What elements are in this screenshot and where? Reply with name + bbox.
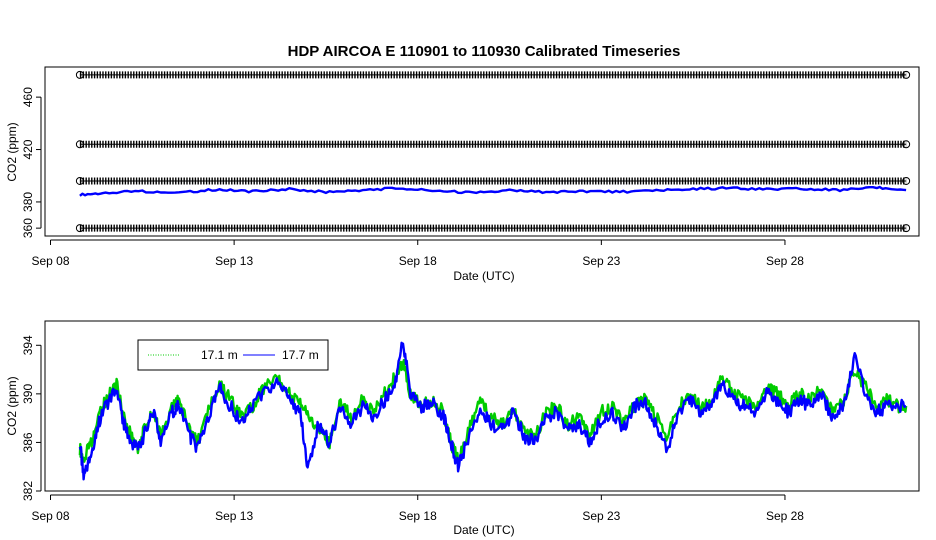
chart-title: HDP AIRCOA E 110901 to 110930 Calibrated… [288,43,681,60]
top-panel-y-axis: 360 380 420 460 [21,87,42,238]
legend-box [137,339,329,371]
top-panel-x-tick-label: Sep 13 [215,254,253,268]
legend-label-17-7m: 17.7 m [282,348,319,362]
bottom-panel-x-tick-label: Sep 28 [766,509,804,523]
bottom-panel-series-17-7-m [78,341,907,481]
top-panel-points [75,70,911,233]
bottom-panel-y-tick-label: 386 [21,432,35,452]
bottom-panel-y-axis: 382 386 390 394 [21,335,42,501]
top-panel-y-tick-label: 420 [21,139,35,159]
top-panel-y-axis-label: CO2 (ppm) [5,122,19,181]
bottom-panel-series-17-1-m [78,358,908,464]
top-panel-frame [44,66,920,237]
top-panel-x-axis-label: Date (UTC) [453,269,514,283]
bottom-panel-x-tick-label: Sep 23 [582,509,620,523]
bottom-panel-x-tick-label: Sep 18 [399,509,437,523]
bottom-panel-y-tick-label: 382 [21,481,35,501]
top-panel-x-axis: Sep 08 Sep 13 Sep 18 Sep 23 Sep 28 [31,239,804,268]
legend: 17.1 m 17.7 m [137,339,329,371]
top-panel-y-tick-label: 360 [21,218,35,238]
top-panel-x-tick-label: Sep 08 [31,254,69,268]
calibration-point [902,224,911,233]
bottom-panel-series [78,341,908,481]
calibration-point [902,70,911,79]
top-panel-x-tick-label: Sep 28 [766,254,804,268]
bottom-panel-x-tick-label: Sep 08 [31,509,69,523]
calibration-point [75,224,84,233]
calibration-point [902,176,911,185]
bottom-panel-y-tick-label: 390 [21,384,35,404]
bottom-panel: Sep 08 Sep 13 Sep 18 Sep 23 Sep 28 382 386 390… [5,320,920,537]
top-panel-series-co2 [79,185,907,197]
calibration-point [902,140,911,149]
calibration-point [75,70,84,79]
bottom-panel-x-tick-label: Sep 13 [215,509,253,523]
bottom-panel-x-axis: Sep 08 Sep 13 Sep 18 Sep 23 Sep 28 [31,494,804,523]
top-panel-x-tick-label: Sep 23 [582,254,620,268]
calibration-point [75,140,84,149]
bottom-panel-frame [44,320,920,492]
calibration-point [75,176,84,185]
top-panel-y-tick-label: 460 [21,87,35,107]
top-panel-x-tick-label: Sep 18 [399,254,437,268]
legend-label-17-1m: 17.1 m [201,348,238,362]
top-panel-y-tick-label: 380 [21,192,35,212]
top-panel: Sep 08 Sep 13 Sep 18 Sep 23 Sep 28 360 380 420… [5,66,920,283]
top-panel-series-line [79,185,907,197]
bottom-panel-y-tick-label: 394 [21,335,35,355]
bottom-panel-x-axis-label: Date (UTC) [453,523,514,537]
bottom-panel-y-axis-label: CO2 (ppm) [5,376,19,435]
